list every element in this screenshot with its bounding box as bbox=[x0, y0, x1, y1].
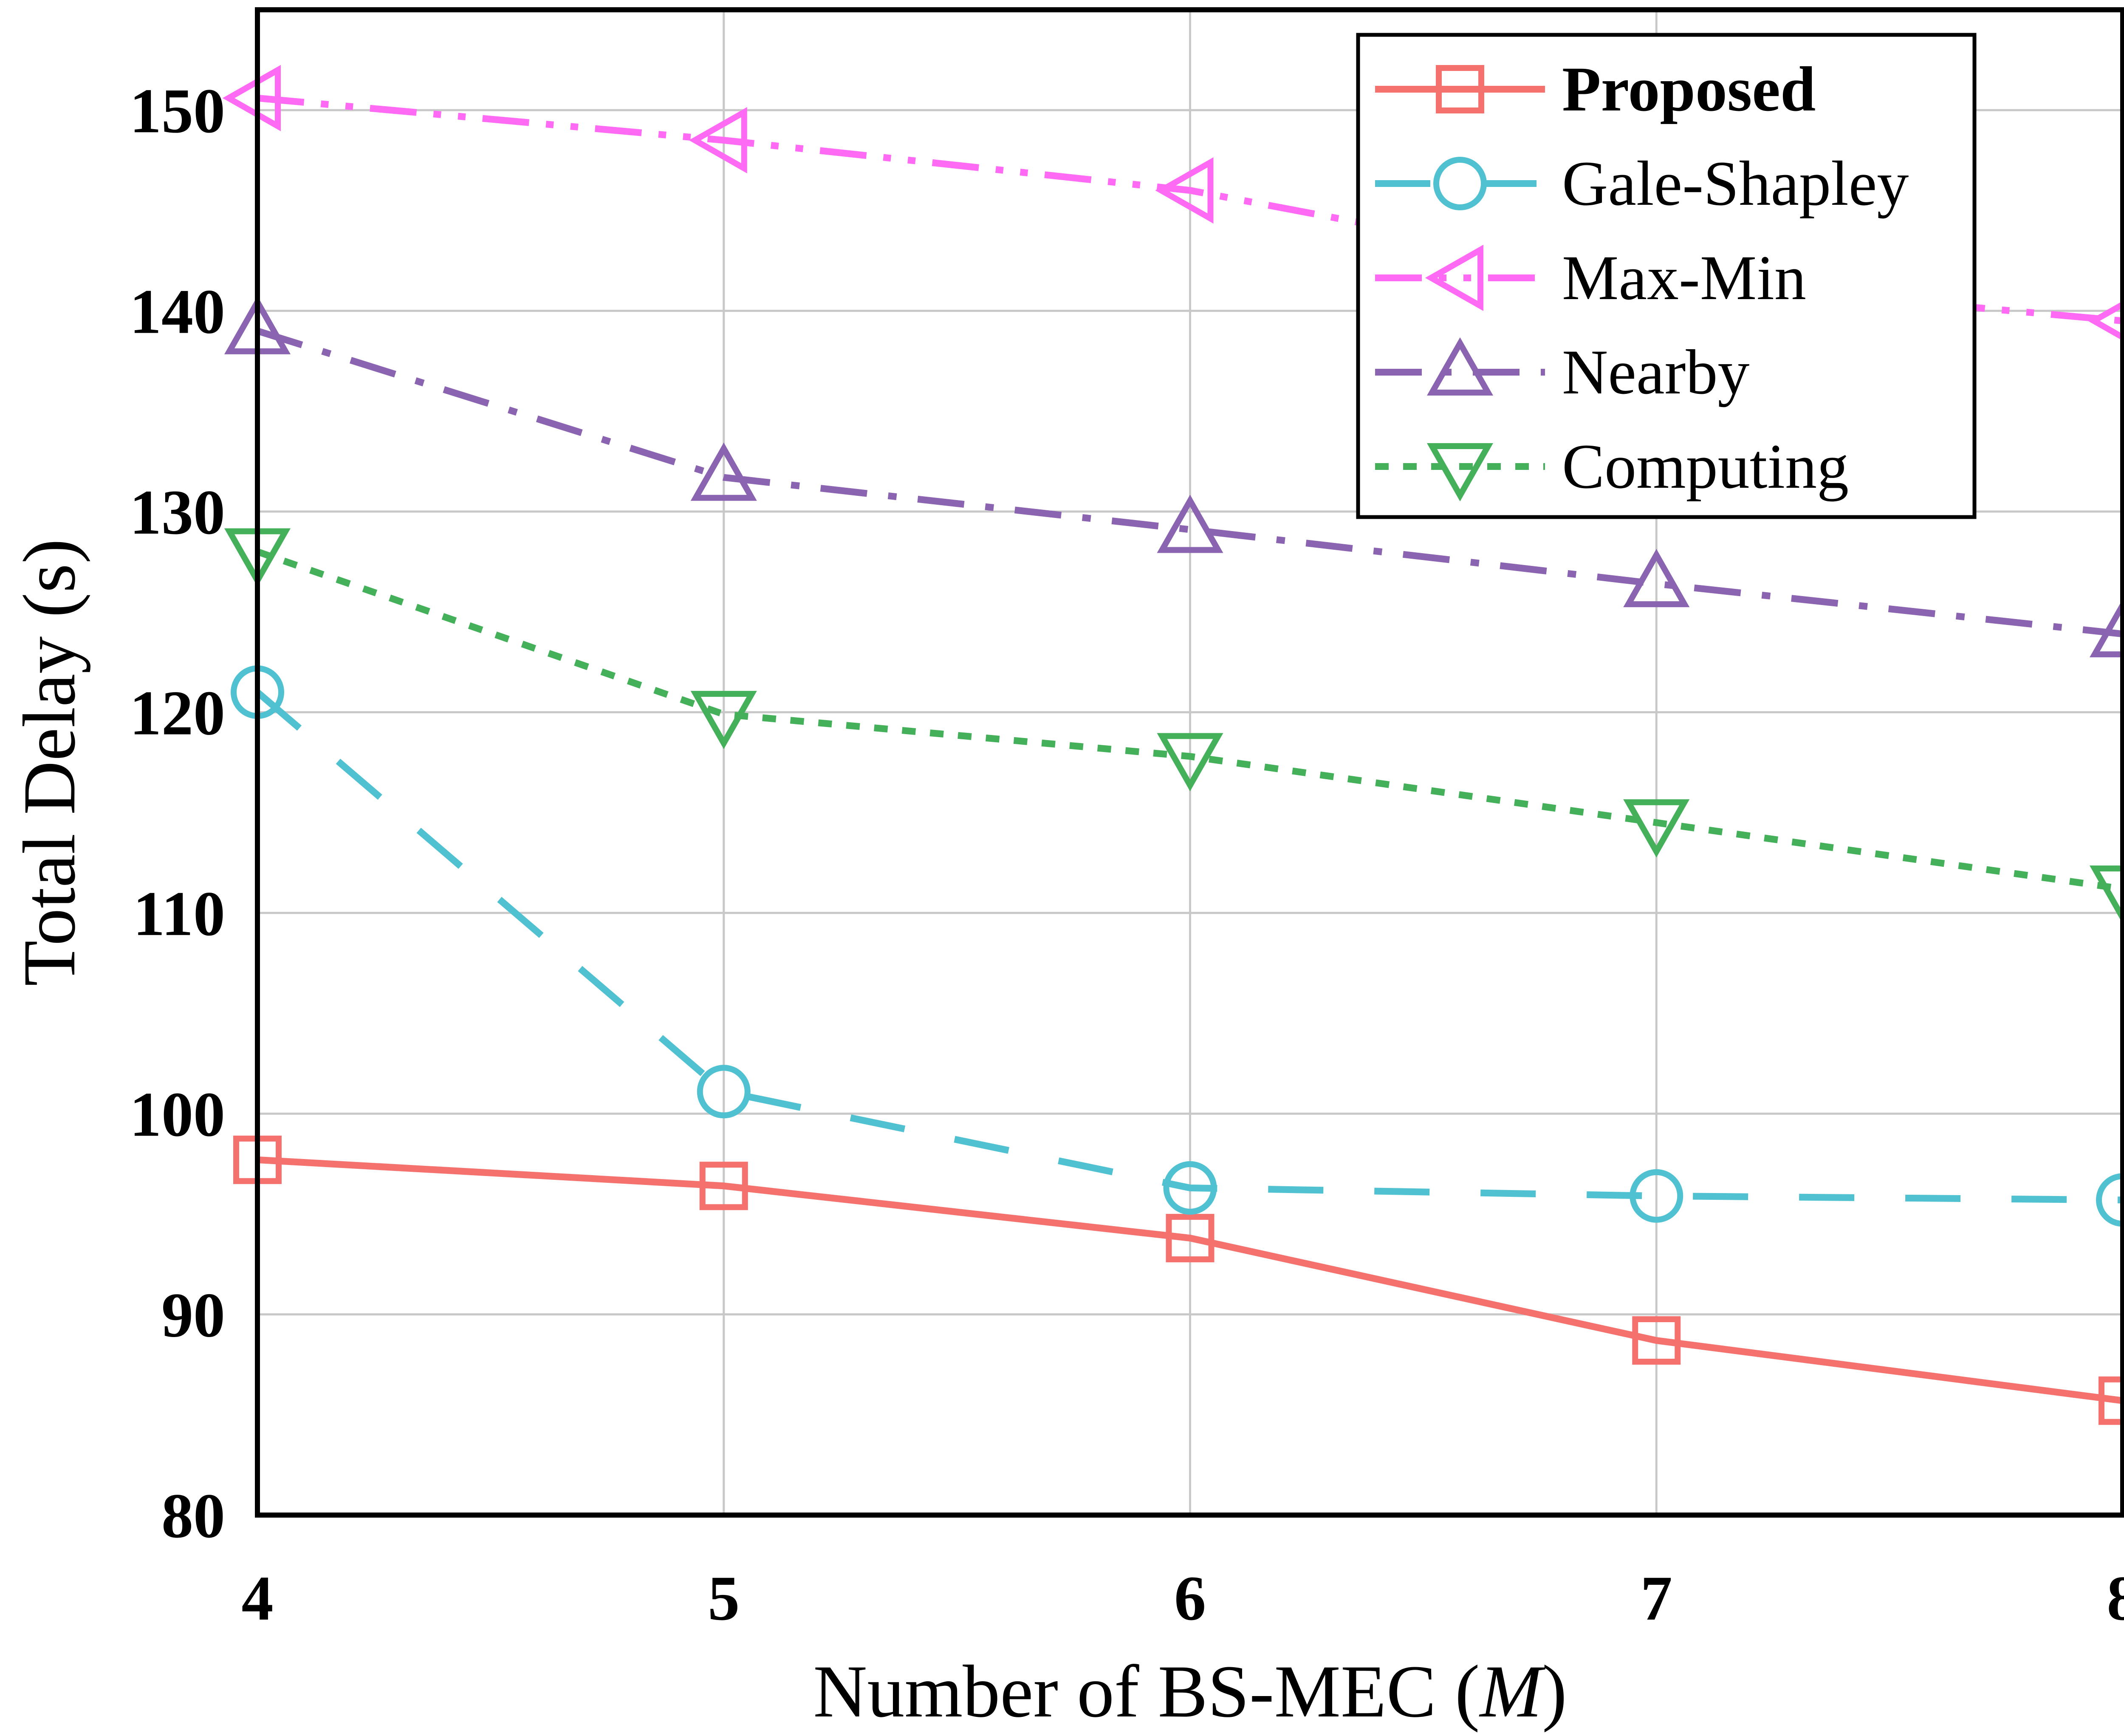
x-axis-title: Number of BS-MEC (M) bbox=[813, 1650, 1567, 1733]
x-tick-label: 5 bbox=[708, 1563, 740, 1634]
y-tick-label: 140 bbox=[130, 277, 225, 347]
legend-label-proposed: Proposed bbox=[1562, 54, 1816, 124]
y-tick-label: 110 bbox=[133, 879, 225, 949]
series-proposed bbox=[236, 1139, 2124, 1422]
x-tick-label: 6 bbox=[1174, 1563, 1206, 1634]
y-axis-title: Total Delay (s) bbox=[8, 539, 91, 986]
x-axis-symbol: M bbox=[1479, 1650, 1546, 1733]
legend-label-nearby: Nearby bbox=[1562, 337, 1749, 407]
y-tick-label: 80 bbox=[161, 1481, 225, 1551]
legend-label-max-min: Max-Min bbox=[1562, 243, 1806, 313]
y-tick-label: 100 bbox=[130, 1079, 225, 1150]
y-tick-label: 130 bbox=[130, 477, 225, 548]
y-tick-label: 120 bbox=[130, 678, 225, 748]
legend: Proposed Gale-Shapley Max-Min Nearby Computi… bbox=[1358, 35, 1974, 517]
x-axis-title-text: Number of BS-MEC bbox=[813, 1650, 1436, 1733]
x-tick-label: 4 bbox=[242, 1563, 274, 1634]
legend-label-computing: Computing bbox=[1562, 431, 1849, 502]
series-computing bbox=[229, 531, 2124, 918]
data-point-computing bbox=[2095, 868, 2124, 918]
x-tick-label: 7 bbox=[1641, 1563, 1672, 1634]
series-gale-shapley bbox=[234, 668, 2124, 1224]
y-tick-label: 90 bbox=[161, 1280, 225, 1351]
y-tick-label: 150 bbox=[130, 76, 225, 146]
x-tick-label: 8 bbox=[2107, 1563, 2124, 1634]
legend-label-gale-shapley: Gale-Shapley bbox=[1562, 148, 1909, 219]
